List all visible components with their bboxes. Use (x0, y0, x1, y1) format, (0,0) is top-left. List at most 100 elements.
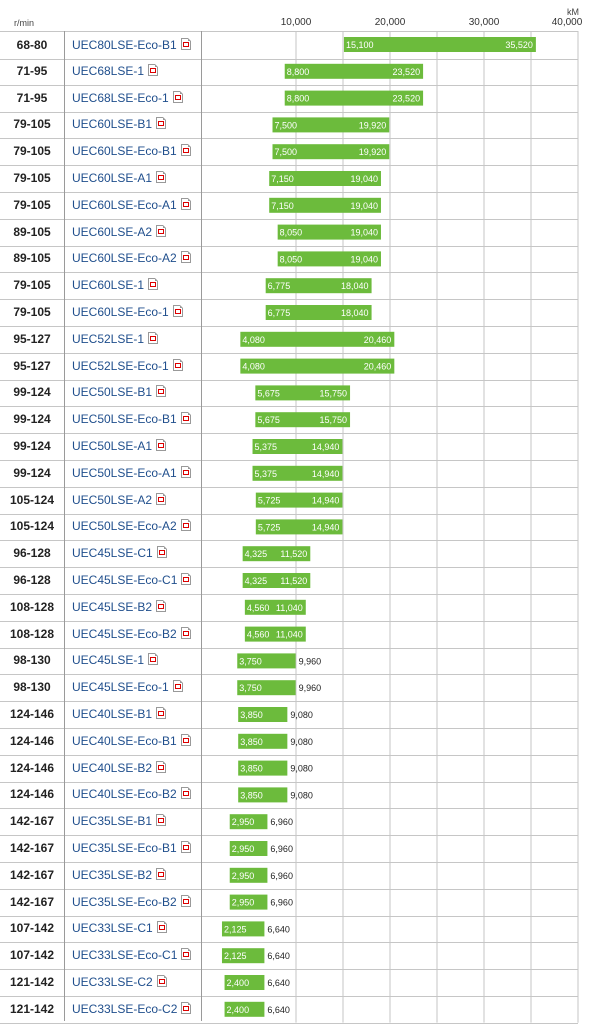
pdf-icon[interactable] (180, 38, 191, 50)
pdf-icon[interactable] (180, 144, 191, 157)
range-bar (237, 680, 296, 696)
engine-model-link[interactable]: UEC33LSE-C2 (72, 975, 153, 989)
engine-model-link[interactable]: UEC45LSE-B2 (72, 599, 153, 614)
engine-model-link[interactable]: UEC33LSE-C1 (72, 921, 153, 936)
engine-model-link[interactable]: UEC60LSE-Eco-1 (72, 305, 169, 319)
pdf-icon[interactable] (156, 117, 167, 130)
bar-max-label: 18,040 (341, 281, 369, 291)
table-row: 96-128 UEC45LSE-C1 (0, 540, 578, 569)
pdf-icon[interactable] (156, 599, 167, 612)
engine-model-link[interactable]: UEC45LSE-C1 (72, 546, 153, 561)
engine-model-link[interactable]: UEC80LSE-Eco-B1 (72, 38, 177, 52)
bar-min-label: 8,800 (287, 67, 310, 77)
pdf-icon[interactable] (181, 948, 192, 961)
engine-model-link[interactable]: UEC40LSE-B2 (72, 760, 153, 775)
engine-model-link[interactable]: UEC68LSE-Eco-1 (72, 90, 169, 105)
range-bar (221, 921, 265, 937)
pdf-icon[interactable] (181, 1001, 192, 1014)
pdf-icon[interactable] (180, 841, 191, 853)
engine-model-link[interactable]: UEC40LSE-Eco-B1 (72, 733, 177, 748)
engine-model-link[interactable]: UEC33LSE-Eco-C1 (72, 948, 178, 963)
table-row: 108-128 UEC45LSE-Eco-B2 (0, 621, 578, 649)
bar-min-label: 5,375 (255, 442, 278, 452)
range-bar (272, 144, 390, 160)
pdf-icon[interactable] (156, 921, 167, 934)
engine-model-link[interactable]: UEC45LSE-Eco-B2 (72, 626, 177, 641)
engine-model-link[interactable]: UEC50LSE-Eco-A1 (72, 465, 177, 480)
pdf-icon[interactable] (156, 975, 167, 987)
pdf-icon[interactable] (156, 546, 167, 559)
pdf-icon[interactable] (180, 733, 191, 746)
bar-max-label: 9,080 (290, 737, 313, 747)
pdf-icon[interactable] (180, 251, 191, 264)
engine-model-link[interactable]: UEC68LSE-1 (72, 63, 145, 78)
pdf-icon[interactable] (148, 331, 159, 344)
engine-model-link[interactable]: UEC60LSE-Eco-A2 (72, 251, 177, 266)
pdf-icon[interactable] (156, 867, 167, 880)
engine-model-link[interactable]: UEC60LSE-A2 (72, 224, 153, 239)
pdf-icon[interactable] (148, 653, 159, 666)
engine-model-link[interactable]: UEC45LSE-Eco-C1 (72, 573, 178, 587)
pdf-icon[interactable] (180, 197, 191, 210)
engine-model-link[interactable]: UEC35LSE-B1 (72, 814, 153, 829)
pdf-icon[interactable] (180, 412, 191, 425)
speed-range: 71-95 (16, 63, 48, 78)
engine-model-link[interactable]: UEC35LSE-Eco-B1 (72, 841, 177, 855)
engine-model-link[interactable]: UEC45LSE-1 (72, 653, 145, 668)
range-bar (224, 1001, 265, 1017)
pdf-icon[interactable] (180, 519, 191, 532)
bar-min-label: 4,560 (247, 603, 270, 613)
engine-model-link[interactable]: UEC60LSE-1 (72, 278, 145, 293)
engine-model-link[interactable]: UEC50LSE-Eco-B1 (72, 412, 177, 427)
engine-model-link[interactable]: UEC33LSE-Eco-C2 (72, 1001, 178, 1016)
engine-model-link[interactable]: UEC45LSE-Eco-1 (72, 680, 169, 695)
table-row: 105-124 UEC50LSE-A2 (0, 487, 578, 515)
pdf-icon[interactable] (172, 90, 183, 103)
bar-min-label: 6,775 (268, 281, 291, 291)
engine-model-link[interactable]: UEC52LSE-1 (72, 331, 145, 346)
x-tick-label: 40,000 (551, 17, 583, 28)
speed-range: 79-105 (13, 144, 51, 159)
engine-model-link[interactable]: UEC50LSE-A1 (72, 439, 153, 453)
engine-model-link[interactable]: UEC40LSE-B1 (72, 707, 153, 721)
engine-model-link[interactable]: UEC60LSE-B1 (72, 117, 153, 132)
pdf-icon[interactable] (172, 305, 183, 317)
engine-model-link[interactable]: UEC60LSE-Eco-B1 (72, 144, 177, 159)
pdf-icon[interactable] (180, 894, 191, 907)
engine-model-link[interactable]: UEC60LSE-Eco-A1 (72, 197, 177, 212)
speed-range: 96-128 (13, 573, 51, 587)
engine-model-link[interactable]: UEC52LSE-Eco-1 (72, 358, 169, 373)
table-row: 124-146 UEC40LSE-B2 (0, 755, 578, 783)
pdf-icon[interactable] (156, 814, 167, 827)
pdf-icon[interactable] (148, 278, 159, 291)
table-row: 79-105 UEC60LSE-1 (0, 272, 578, 301)
pdf-icon[interactable] (180, 787, 191, 800)
pdf-icon[interactable] (156, 760, 167, 773)
table-row: 121-142 UEC33LSE-Eco-C2 (0, 996, 578, 1024)
range-bar (343, 37, 536, 52)
pdf-icon[interactable] (180, 626, 191, 639)
speed-range: 79-105 (13, 117, 51, 132)
engine-model-link[interactable]: UEC60LSE-A1 (72, 171, 153, 185)
engine-model-link[interactable]: UEC35LSE-B2 (72, 867, 153, 882)
bar-min-label: 5,675 (257, 388, 280, 398)
pdf-icon[interactable] (148, 63, 159, 76)
engine-model-link[interactable]: UEC50LSE-Eco-A2 (72, 519, 177, 534)
pdf-icon[interactable] (156, 707, 167, 719)
pdf-icon[interactable] (156, 492, 167, 505)
pdf-icon[interactable] (156, 385, 167, 398)
engine-model-link[interactable]: UEC50LSE-B1 (72, 385, 153, 400)
pdf-icon[interactable] (156, 171, 167, 183)
pdf-icon[interactable] (172, 358, 183, 371)
range-bar (265, 278, 372, 294)
table-row: 99-124 UEC50LSE-B1 (0, 379, 578, 408)
pdf-icon[interactable] (172, 680, 183, 693)
engine-model-link[interactable]: UEC40LSE-Eco-B2 (72, 787, 177, 802)
engine-model-link[interactable]: UEC35LSE-Eco-B2 (72, 894, 177, 909)
pdf-icon[interactable] (156, 224, 167, 237)
pdf-icon[interactable] (156, 439, 167, 451)
pdf-icon[interactable] (180, 465, 191, 478)
bar-min-label: 2,950 (232, 817, 255, 827)
pdf-icon[interactable] (181, 573, 192, 585)
engine-model-link[interactable]: UEC50LSE-A2 (72, 492, 153, 507)
